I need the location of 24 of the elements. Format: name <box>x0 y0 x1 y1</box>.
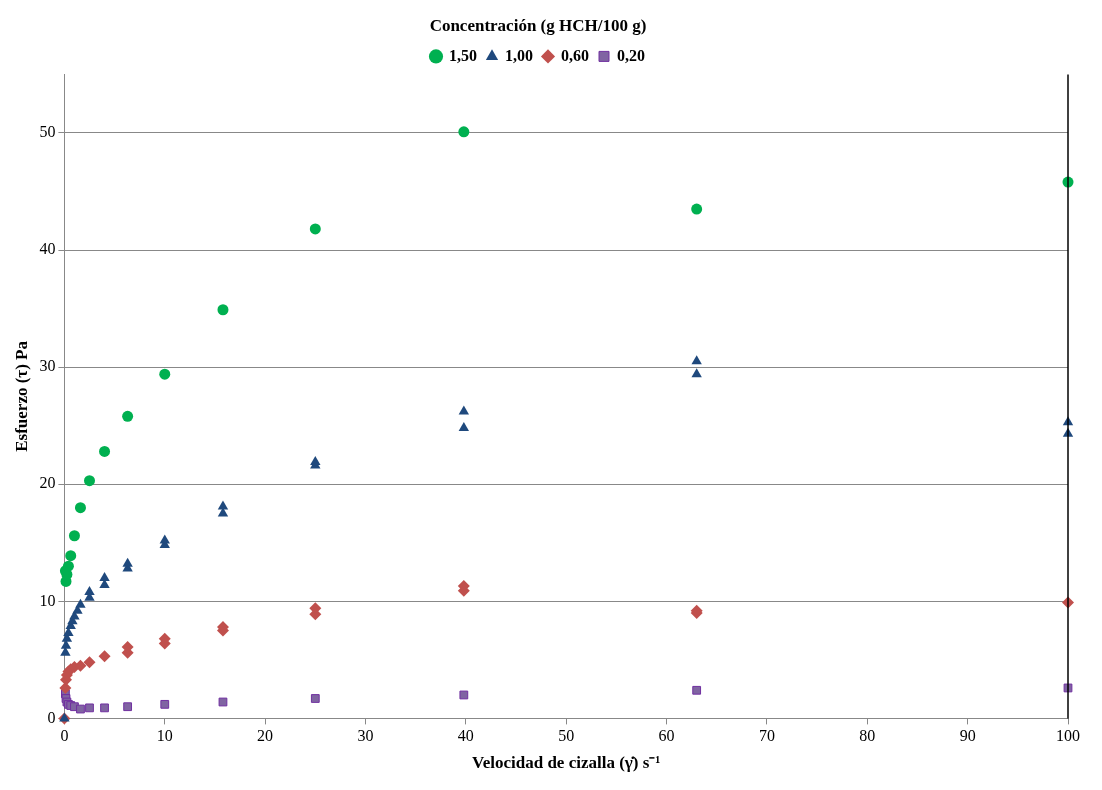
x-tick-label: 60 <box>658 727 675 745</box>
legend-label: 1,50 <box>449 46 477 64</box>
x-tick-label: 50 <box>558 727 575 745</box>
x-tick-label: 100 <box>1056 727 1080 745</box>
y-axis-title: Esfuerzo (τ) Pa <box>11 340 31 452</box>
y-tick-label: 20 <box>39 474 56 492</box>
x-tick-label: 40 <box>457 727 474 745</box>
y-tick-label: 40 <box>39 240 56 258</box>
y-tick-label: 50 <box>39 123 56 141</box>
legend-label: 0,60 <box>561 46 589 64</box>
x-tick-label: 80 <box>859 727 876 745</box>
x-tick-label: 10 <box>156 727 173 745</box>
x-tick-label: 90 <box>959 727 976 745</box>
legend-label: 1,00 <box>505 46 533 64</box>
legend-title: Concentración (g HCH/100 g) <box>429 15 647 35</box>
legend-label: 0,20 <box>617 46 645 64</box>
x-axis-title: Velocidad de cizalla (γ̇) s⁻¹ <box>471 753 661 773</box>
x-tick-label: 30 <box>357 727 374 745</box>
y-tick-label: 10 <box>39 591 56 609</box>
x-tick-label: 20 <box>257 727 274 745</box>
x-tick-label: 0 <box>60 727 69 745</box>
x-tick-label: 70 <box>758 727 775 745</box>
y-tick-label: 30 <box>39 357 56 375</box>
y-tick-label: 0 <box>47 708 56 726</box>
